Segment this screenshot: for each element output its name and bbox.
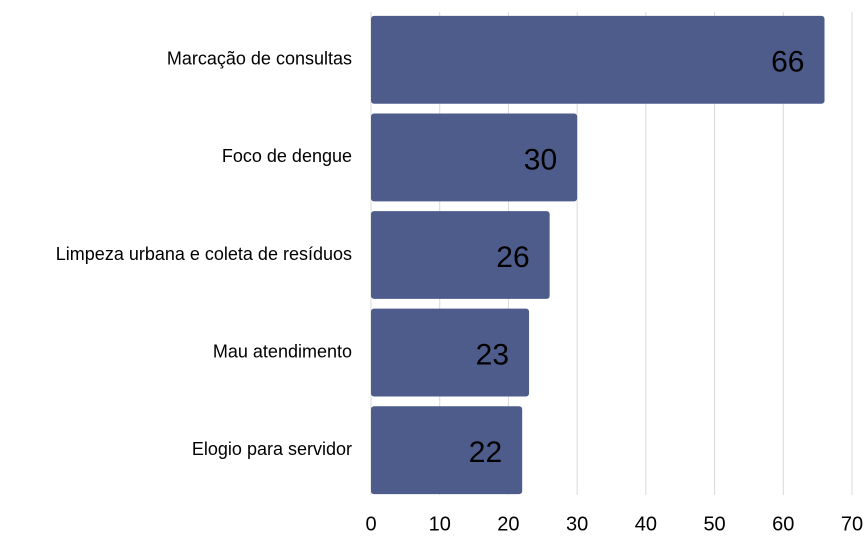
x-tick-label: 50 [703,513,725,535]
x-tick-label: 0 [365,513,376,535]
bar [371,406,523,495]
x-tick-label: 20 [497,513,519,535]
x-tick-label: 70 [841,513,863,535]
x-tick-label: 60 [772,513,794,535]
data-label: 30 [524,143,557,176]
bar [371,113,578,202]
bar [371,211,550,299]
y-tick-label: Elogio para servidor [192,439,352,459]
bar [371,308,530,397]
y-tick-label: Marcação de consultas [167,49,352,69]
data-label: 66 [771,46,804,79]
x-tick-label: 40 [635,513,657,535]
y-tick-label: Limpeza urbana e coleta de resíduos [56,244,352,264]
y-tick-label: Foco de dengue [222,146,352,166]
x-tick-label: 30 [566,513,588,535]
x-tick-label: 10 [429,513,451,535]
data-label: 22 [469,436,502,469]
data-label: 26 [496,241,529,274]
y-tick-label: Mau atendimento [213,341,352,361]
data-label: 23 [476,339,509,372]
bar [371,15,825,104]
